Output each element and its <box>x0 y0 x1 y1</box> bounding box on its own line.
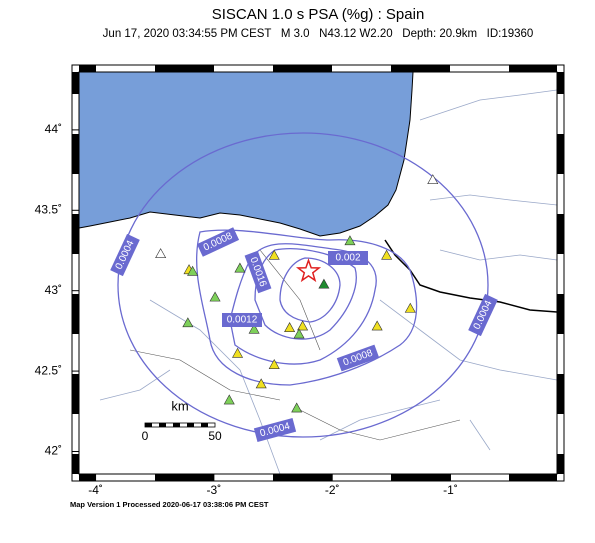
contour-label: 0.0004 <box>253 418 297 442</box>
station <box>209 291 221 302</box>
station <box>427 174 439 185</box>
lon-tick-label: -4˚ <box>88 483 103 497</box>
contour-label-box <box>336 344 380 372</box>
scale-start: 0 <box>142 429 149 443</box>
lat-tick-label: 42˚ <box>45 444 62 458</box>
contour <box>279 257 341 323</box>
station <box>293 328 305 339</box>
contour-label: 0.0012 <box>222 313 262 327</box>
scale-unit: km <box>171 398 188 413</box>
lon-tick-label: -3˚ <box>207 483 222 497</box>
lat-tick-label: 43˚ <box>45 283 62 297</box>
contour-label-text: 0.0012 <box>227 315 258 326</box>
contour <box>254 248 357 340</box>
border <box>384 239 558 313</box>
lon-tick-label: -2˚ <box>325 483 340 497</box>
contour-label-box <box>328 251 368 265</box>
station <box>223 394 235 405</box>
station <box>284 322 296 332</box>
station <box>291 402 303 413</box>
station <box>297 320 309 331</box>
station <box>182 317 194 328</box>
station <box>381 249 393 260</box>
ocean <box>78 71 414 237</box>
contour-label-text: 0.002 <box>335 253 360 264</box>
contour-label-box <box>253 418 297 442</box>
contour-label-box <box>244 250 272 294</box>
epicenter <box>295 258 322 283</box>
station <box>255 378 267 389</box>
contour-label-box <box>110 233 140 277</box>
rivers <box>99 89 558 475</box>
map-subtitle: Jun 17, 2020 03:34:55 PM CEST M 3.0 N43.… <box>103 28 534 40</box>
station <box>371 320 383 331</box>
lat-tick-label: 43.5˚ <box>35 202 62 216</box>
station <box>318 278 330 289</box>
map-area <box>78 71 558 475</box>
admin-lines <box>129 249 461 441</box>
contour-label-box <box>222 313 262 327</box>
station <box>187 265 199 276</box>
lat-tick-label: 42.5˚ <box>35 363 62 377</box>
station <box>232 347 244 358</box>
station <box>248 323 260 334</box>
station <box>155 248 167 259</box>
station <box>268 359 280 369</box>
station <box>404 302 416 313</box>
station <box>268 249 280 260</box>
contour <box>196 229 418 386</box>
contour <box>117 132 489 438</box>
lat-tick-label: 44˚ <box>45 122 62 136</box>
map-title: SISCAN 1.0 s PSA (%g) : Spain <box>212 6 425 23</box>
contour-label-box <box>196 227 240 257</box>
scale-end: 50 <box>208 429 222 443</box>
station <box>234 262 246 273</box>
frame <box>71 64 565 482</box>
scale-bar: km 0 50 <box>142 398 222 443</box>
contour-label-box <box>468 293 498 337</box>
lon-tick-label: -1˚ <box>443 483 458 497</box>
station <box>344 235 356 246</box>
contour-label: 0.002 <box>328 251 368 265</box>
footer: Map Version 1 Processed 2020-06-17 03:38… <box>70 500 269 509</box>
